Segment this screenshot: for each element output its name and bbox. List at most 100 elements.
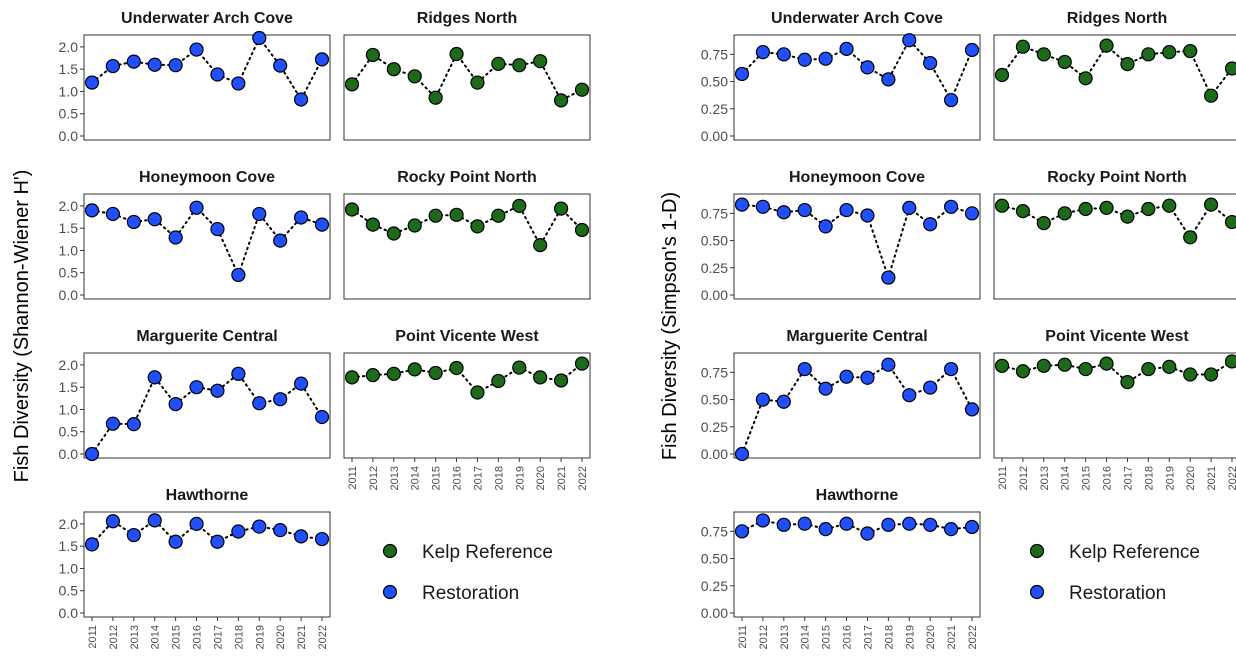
data-point	[84, 446, 100, 462]
data-point	[252, 396, 267, 411]
data-point	[1141, 361, 1156, 377]
data-point	[126, 54, 141, 69]
x-tick-label: 2019	[1164, 466, 1176, 490]
panel-rocky-point-north: Rocky Point North	[343, 169, 591, 300]
data-point	[168, 534, 183, 549]
x-tick-label: 2015	[171, 625, 183, 649]
data-point	[1183, 43, 1198, 59]
y-tick-label: 0.25	[701, 419, 728, 435]
y-tick-label: 2.0	[59, 39, 79, 55]
data-point	[252, 206, 267, 222]
data-point	[407, 69, 422, 84]
y-tick-label: 1.0	[59, 242, 79, 258]
x-tick-label: 2021	[1206, 466, 1218, 490]
x-tick-label: 2013	[1039, 466, 1051, 490]
data-point	[168, 230, 183, 245]
x-tick-label: 2016	[1102, 466, 1114, 490]
data-point	[1203, 197, 1219, 212]
series-line	[351, 362, 583, 394]
data-point	[964, 206, 980, 221]
x-tick-label: 2014	[410, 466, 422, 490]
data-point	[533, 238, 548, 253]
data-point	[839, 41, 854, 56]
x-tick-label: 2011	[87, 625, 99, 649]
data-point	[293, 92, 309, 107]
data-point	[189, 516, 204, 532]
legend-marker	[382, 584, 398, 600]
x-tick-label: 2017	[862, 625, 874, 649]
y-tick-label: 0.5	[59, 106, 79, 122]
x-tick-label: 2020	[925, 625, 937, 649]
x-tick-label: 2014	[1060, 466, 1072, 490]
x-tick-label: 2015	[1081, 466, 1093, 490]
data-point	[1078, 361, 1093, 377]
panel-title: Hawthorne	[166, 487, 249, 504]
data-point	[147, 370, 162, 385]
data-point	[189, 200, 204, 215]
legend-marker	[1029, 543, 1045, 559]
x-tick-label: 2012	[108, 625, 120, 649]
x-tick-label: 2011	[997, 466, 1009, 490]
data-point	[84, 203, 100, 218]
legend: Kelp Reference Restoration	[382, 542, 553, 604]
data-point	[994, 198, 1010, 213]
data-point	[1141, 201, 1156, 217]
data-point	[574, 356, 590, 371]
data-point	[210, 221, 225, 237]
data-point	[776, 47, 791, 62]
data-point	[1099, 200, 1114, 215]
data-point	[314, 52, 330, 67]
x-tick-label: 2013	[779, 625, 791, 649]
y-tick-label: 0.0	[59, 287, 79, 303]
data-point	[1162, 45, 1177, 60]
series-line	[1001, 360, 1233, 384]
legend-marker	[382, 543, 398, 559]
data-point	[553, 93, 569, 108]
figure-1: Underwater Arch Cove 0.0 0.5 1.0 1.5 2.0 Ridge…	[11, 10, 591, 649]
data-point	[210, 383, 225, 398]
data-point	[1036, 358, 1051, 373]
panel-border	[343, 352, 591, 459]
panel-title: Hawthorne	[816, 487, 899, 504]
data-point	[776, 205, 791, 220]
x-tick-label: 2021	[946, 625, 958, 649]
x-tick-label: 2020	[275, 625, 287, 649]
x-tick-label: 2016	[452, 466, 464, 490]
series-line	[91, 519, 323, 546]
data-point	[1099, 356, 1114, 371]
data-point	[470, 219, 485, 234]
data-point	[386, 366, 401, 381]
data-point	[943, 199, 959, 214]
data-point	[797, 361, 812, 377]
data-point	[252, 30, 267, 46]
data-point	[734, 524, 750, 539]
data-point	[491, 208, 506, 223]
panel-border	[83, 511, 331, 618]
data-point	[964, 519, 980, 535]
panel-border	[343, 193, 591, 300]
panel-border	[83, 193, 331, 300]
panel-ridges-north: Ridges North	[343, 10, 591, 141]
data-point	[943, 522, 959, 537]
data-point	[147, 513, 162, 528]
panel-honeymoon-cove: Honeymoon Cove 0.0 0.5 1.0 1.5 2.0	[59, 169, 331, 303]
data-point	[1036, 216, 1051, 231]
series-line	[351, 204, 583, 248]
data-point	[818, 522, 833, 537]
data-point	[512, 58, 527, 73]
data-point	[1224, 214, 1236, 230]
data-point	[1015, 364, 1031, 379]
data-point	[84, 75, 100, 90]
data-point	[252, 519, 267, 534]
x-tick-label: 2017	[1122, 466, 1134, 490]
x-tick-label: 2017	[212, 625, 224, 649]
data-point	[860, 208, 875, 223]
y-tick-label: 0.0	[59, 446, 79, 462]
y-tick-label: 0.0	[59, 128, 79, 144]
panel-point-vicente-west: Point Vicente West 2011 2012 2013 2014 2015 20…	[343, 328, 591, 490]
panel-title: Point Vicente West	[1045, 328, 1189, 345]
data-point	[314, 531, 330, 547]
y-tick-label: 1.0	[59, 401, 79, 417]
panel-border	[83, 34, 331, 141]
data-point	[293, 376, 309, 391]
